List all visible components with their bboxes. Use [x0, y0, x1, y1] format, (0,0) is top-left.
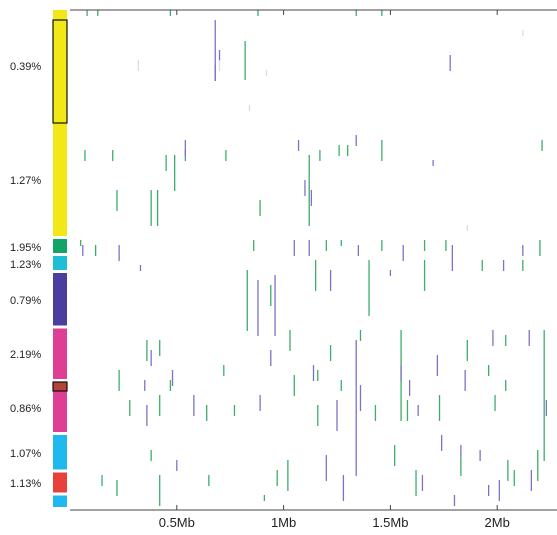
x-tick-label: 1.5Mb	[372, 515, 409, 530]
group-band	[53, 472, 67, 493]
group-band	[53, 273, 67, 326]
group-band	[53, 123, 67, 236]
group-percent-label: 1.13%	[10, 478, 42, 490]
group-percent-label: 1.95%	[10, 241, 42, 254]
group-percent-label: 0.86%	[10, 402, 42, 415]
group-percent-label: 1.07%	[10, 447, 42, 460]
group-percent-label: 1.23%	[10, 258, 42, 271]
data-marks	[80, 10, 547, 506]
x-tick-label: 1Mb	[270, 515, 297, 530]
highlight-box	[52, 19, 68, 124]
group-percent-label: 0.39%	[10, 60, 42, 73]
group-band	[53, 382, 67, 432]
group-band	[53, 328, 67, 379]
plot-axes	[70, 9, 557, 511]
group-band	[53, 435, 67, 470]
group-band	[53, 495, 67, 507]
group-band	[53, 256, 67, 270]
highlighted-row-boxes	[52, 19, 68, 392]
group-percent-label: 0.79%	[10, 294, 42, 307]
group-percent-label: 1.27%	[10, 175, 42, 187]
group-percent-label: 2.19%	[10, 349, 42, 362]
group-band	[53, 239, 67, 253]
highlight-box	[52, 381, 68, 392]
x-tick-label: 2Mb	[484, 515, 510, 530]
x-tick-label: 0.5Mb	[158, 515, 195, 530]
